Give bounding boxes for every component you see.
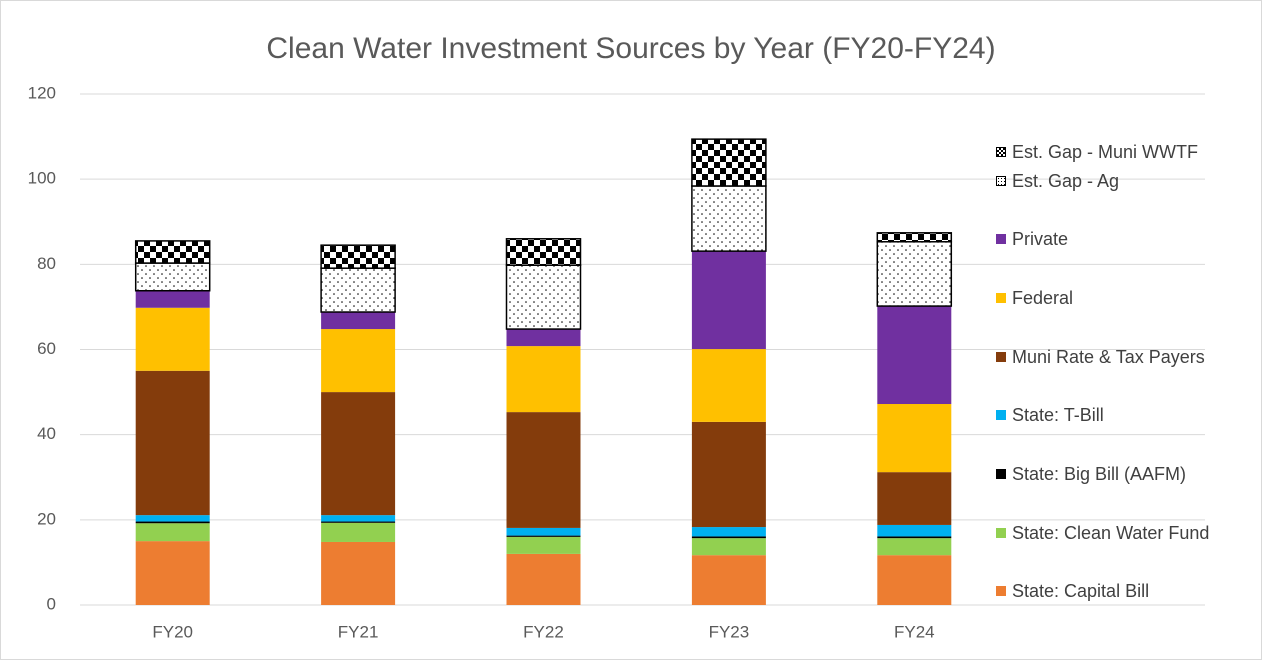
legend-label: Muni Rate & Tax Payers: [1012, 347, 1205, 367]
bar-segment: [691, 527, 766, 537]
bar-segment: [691, 138, 767, 187]
bar-segment: [134, 262, 211, 292]
legend-item: State: T-Bill: [996, 401, 1247, 429]
bar-segment: [876, 232, 953, 243]
legend-item: State: Big Bill (AAFM): [996, 460, 1247, 488]
y-tick-label: 60: [37, 339, 56, 358]
y-tick-label: 80: [37, 254, 56, 273]
bar-segment: [691, 536, 766, 539]
bar-segment: [877, 472, 952, 525]
legend-swatch: [996, 410, 1006, 420]
legend-swatch: [996, 469, 1006, 479]
bar-segment: [691, 555, 766, 605]
legend-item: Federal: [996, 284, 1247, 312]
legend-label: Est. Gap - Ag: [1012, 171, 1120, 191]
bar-segment: [320, 267, 396, 313]
y-tick-label: 0: [47, 594, 56, 613]
bar-segment: [321, 521, 396, 523]
bar-segment: [506, 536, 581, 554]
legend-label: Est. Gap - Muni WWTF: [1012, 142, 1199, 162]
bar-segment: [135, 541, 210, 605]
y-tick-label: 40: [37, 424, 56, 443]
legend-item: Private: [996, 225, 1247, 253]
legend-swatch: [996, 176, 1006, 186]
bar-segment: [135, 307, 210, 371]
bar-segment: [876, 241, 953, 307]
legend-swatch: [996, 147, 1006, 157]
legend-item: Est. Gap - Ag: [996, 167, 1247, 195]
bar-segment: [135, 521, 210, 524]
bar-segment: [506, 346, 581, 413]
legend-label: State: Capital Bill: [1012, 581, 1150, 601]
bar-segment: [135, 515, 210, 522]
y-tick-label: 100: [28, 169, 56, 188]
bar-segment: [691, 349, 766, 422]
bar-segment: [506, 527, 581, 536]
legend-item: State: Clean Water Fund: [996, 519, 1247, 547]
legend-label: State: Clean Water Fund: [1012, 523, 1210, 543]
legend: Est. Gap - Muni WWTF Est. Gap - Ag Private…: [996, 0, 1256, 660]
bar-segment: [135, 370, 210, 516]
bar-segment: [691, 421, 766, 528]
bar-segment: [877, 555, 952, 605]
bar-segment: [877, 536, 952, 539]
bar-segment: [506, 329, 581, 347]
legend-swatch: [996, 586, 1006, 596]
x-tick-label: FY20: [152, 622, 193, 641]
bar-segment: [321, 329, 396, 393]
chart-title: Clean Water Investment Sources by Year (…: [266, 32, 995, 65]
legend-label: Private: [1012, 229, 1069, 249]
x-tick-label: FY21: [338, 622, 379, 641]
legend-label: Federal: [1012, 288, 1074, 308]
bar-segment: [135, 523, 210, 542]
bar-segment: [506, 553, 581, 605]
legend-label: State: T-Bill: [1012, 405, 1104, 425]
bar-segment: [877, 404, 952, 473]
bar-segment: [321, 522, 396, 542]
y-tick-label: 120: [28, 83, 56, 102]
bar-segment: [321, 392, 396, 516]
bar-segment: [877, 538, 952, 556]
legend-swatch: [996, 234, 1006, 244]
bar-segment: [506, 412, 581, 528]
legend-swatch: [996, 528, 1006, 538]
bar-segment: [506, 535, 581, 537]
bar-segment: [877, 306, 952, 405]
bar-segment: [505, 238, 582, 266]
y-tick-label: 20: [37, 509, 56, 528]
legend-swatch: [996, 293, 1006, 303]
legend-item: State: Capital Bill: [996, 577, 1247, 605]
bar-segment: [691, 251, 766, 350]
bar-segment: [691, 538, 766, 556]
bar-segment: [691, 185, 767, 252]
bar-segment: [505, 264, 582, 330]
x-tick-label: FY23: [709, 622, 750, 641]
x-tick-label: FY22: [523, 622, 564, 641]
legend-item: Est. Gap - Muni WWTF: [996, 138, 1247, 166]
legend-label: State: Big Bill (AAFM): [1012, 464, 1187, 484]
bar-segment: [134, 240, 211, 264]
bar-segment: [320, 244, 396, 269]
x-tick-label: FY24: [894, 622, 935, 641]
bar-segment: [877, 524, 952, 537]
bar-segment: [321, 312, 396, 330]
bar-segment: [321, 515, 396, 522]
legend-swatch: [996, 352, 1006, 362]
bar-segment: [321, 541, 396, 605]
legend-item: Muni Rate & Tax Payers: [996, 343, 1247, 371]
bar-segment: [135, 290, 210, 308]
